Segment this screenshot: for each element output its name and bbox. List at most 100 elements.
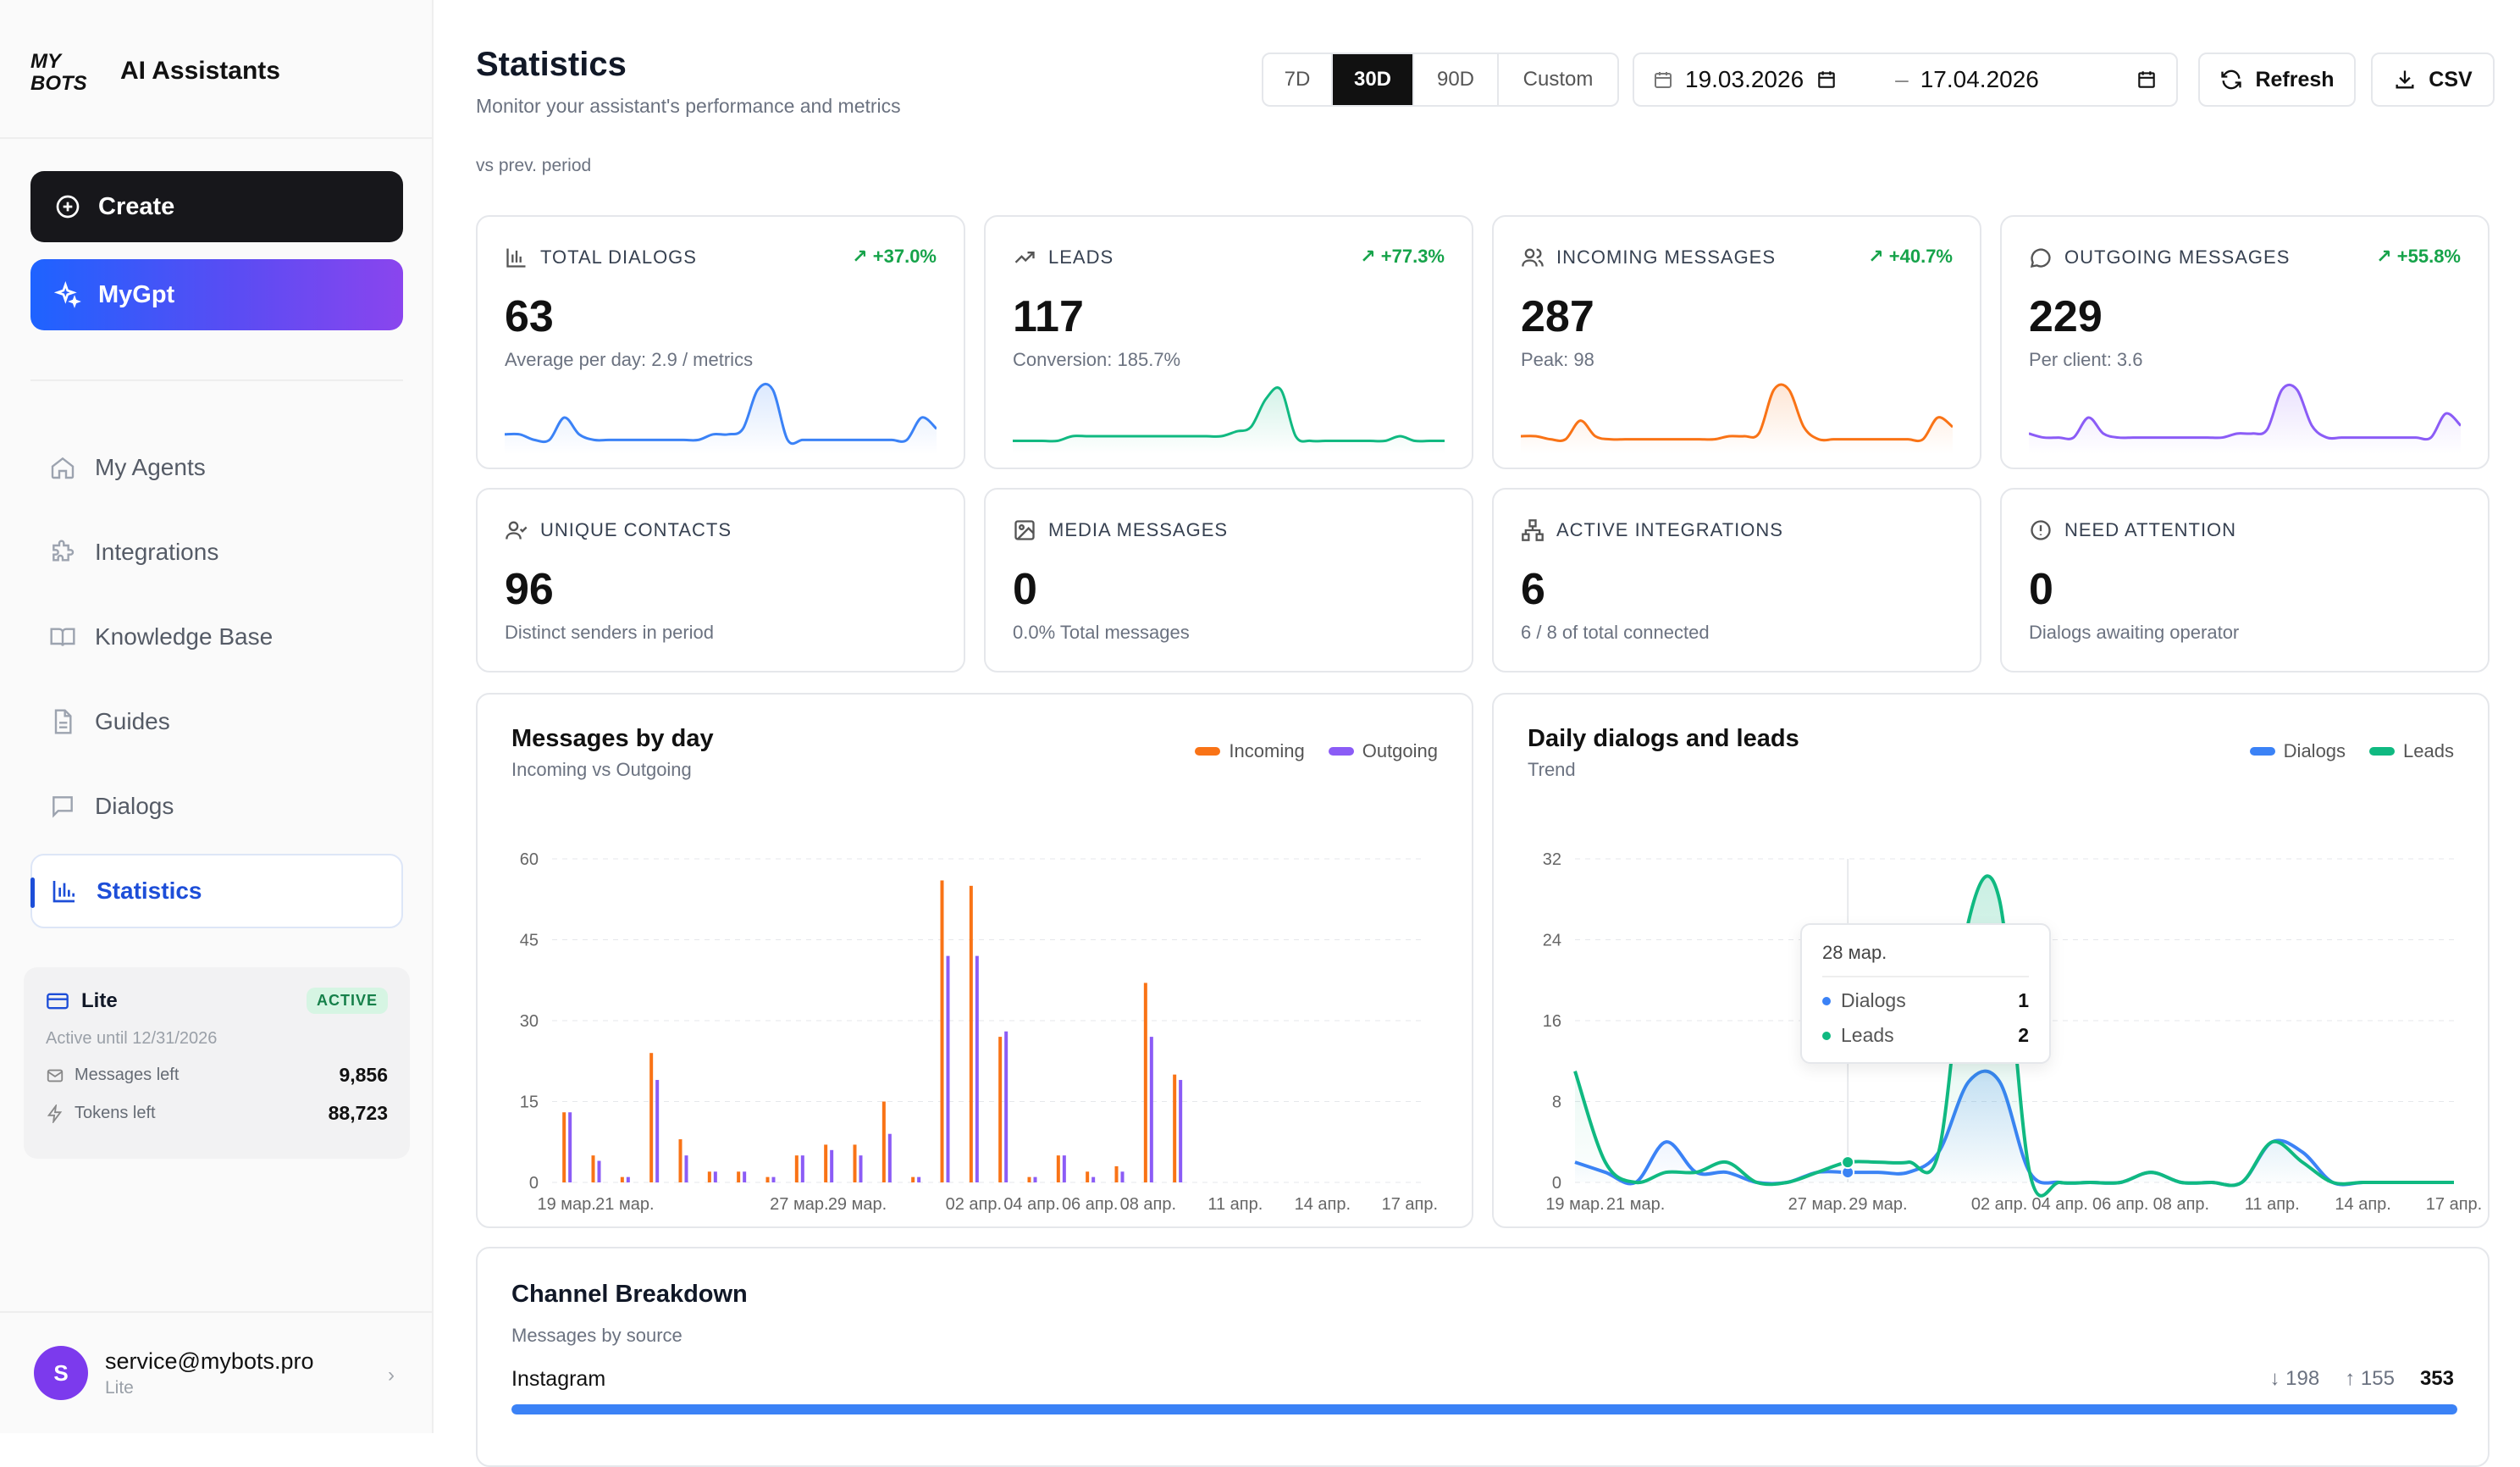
messages-left-label: Messages left (75, 1066, 180, 1084)
channel-name: Instagram (511, 1367, 606, 1391)
kpi-value: 287 (1521, 292, 1594, 341)
kpi-note: Distinct senders in period (505, 622, 715, 643)
svg-text:BOTS: BOTS (30, 72, 87, 93)
chart-tooltip: 28 мар. Dialogs 1 Leads 2 (1800, 923, 2051, 1064)
credit-card-icon (47, 993, 69, 1009)
chart-title: Messages by day (511, 725, 714, 752)
mygpt-label: MyGpt (98, 280, 175, 308)
refresh-button[interactable]: Refresh (2198, 53, 2356, 107)
legend-item-dialogs[interactable]: Dialogs (2249, 740, 2346, 762)
bar-outgoing (1062, 1155, 1066, 1182)
date-separator: – (1895, 66, 1909, 92)
user-menu[interactable]: S service@mybots.pro Lite › (0, 1311, 434, 1433)
line-leads (1573, 874, 2454, 1198)
avatar: S (34, 1346, 88, 1400)
kpi-delta: ↗ +55.8% (2376, 246, 2461, 267)
sidebar-item-dialogs[interactable]: Dialogs (30, 769, 403, 844)
sidebar-item-label: Guides (95, 708, 170, 734)
bar-outgoing (1033, 1176, 1037, 1182)
brand[interactable]: MY BOTS AI Assistants (30, 47, 280, 95)
sparkline (2029, 383, 2461, 454)
sparkline-line (1013, 386, 1445, 443)
sidebar-item-guides[interactable]: Guides (30, 684, 403, 759)
bar-incoming (591, 1155, 595, 1182)
y-tick-label: 0 (1552, 1174, 1561, 1193)
sidebar-item-statistics[interactable]: Statistics (30, 854, 403, 928)
kpi-note: Average per day: 2.9 / metrics (505, 349, 754, 370)
x-tick-label: 02 апр. (1971, 1195, 2027, 1214)
mybots-logo: MY BOTS (30, 50, 87, 93)
x-tick-label: 11 апр. (2245, 1195, 2300, 1214)
channel-progress-fill (511, 1404, 2457, 1414)
refresh-label: Refresh (2255, 67, 2335, 91)
sidebar-divider (30, 379, 403, 381)
x-tick-label: 29 мар. (828, 1195, 887, 1214)
legend-item-incoming[interactable]: Incoming (1195, 740, 1305, 762)
x-tick-label: 27 мар. (770, 1195, 828, 1214)
x-tick-label: 19 мар. (537, 1195, 595, 1214)
sidebar-item-my-agents[interactable]: My Agents (30, 430, 403, 505)
date-to-field[interactable]: 17.04.2026 (1920, 66, 2039, 92)
bar-chart-icon (52, 881, 75, 903)
x-tick-label: 19 мар. (1545, 1195, 1604, 1214)
plan-active-until: Active until 12/31/2026 (46, 1029, 218, 1048)
channel-progress-bar (511, 1404, 2457, 1414)
section-title: Channel Breakdown (511, 1281, 748, 1308)
users-icon (1522, 248, 1544, 267)
calendar-icon (1655, 72, 1672, 88)
kpi-label: LEADS (1048, 246, 1114, 268)
kpi-label: NEED ATTENTION (2064, 519, 2237, 540)
y-tick-label: 45 (520, 932, 539, 950)
x-tick-label: 04 апр. (1003, 1195, 1059, 1214)
kpi-note: Per client: 3.6 (2029, 349, 2143, 370)
create-label: Create (98, 192, 175, 220)
y-tick-label: 16 (1543, 1012, 1561, 1031)
y-tick-label: 24 (1543, 932, 1561, 950)
period-30d[interactable]: 30D (1333, 54, 1414, 105)
trend-up-icon (1014, 252, 1035, 263)
calendar-icon[interactable] (2136, 69, 2158, 91)
sidebar-item-knowledge-base[interactable]: Knowledge Base (30, 600, 403, 674)
x-tick-label: 21 мар. (595, 1195, 654, 1214)
sidebar-item-integrations[interactable]: Integrations (30, 515, 403, 590)
kpi-label: OUTGOING MESSAGES (2064, 246, 2291, 268)
bar-outgoing (946, 955, 950, 1182)
mygpt-button[interactable]: MyGpt (30, 259, 403, 330)
tooltip-label: Leads (1841, 1024, 1894, 1046)
period-custom[interactable]: Custom (1522, 68, 1594, 91)
sidebar-divider (0, 137, 434, 139)
bar-outgoing (684, 1155, 688, 1182)
x-tick-label: 29 мар. (1849, 1195, 1907, 1214)
sidebar-item-label: Dialogs (95, 793, 174, 819)
sparkline (1013, 386, 1445, 454)
legend-item-leads[interactable]: Leads (2369, 740, 2454, 762)
calendar-icon[interactable] (1815, 69, 1838, 91)
kpi-value: 229 (2029, 292, 2103, 341)
sidebar: MY BOTS AI Assistants Create MyGpt My Ag… (0, 0, 434, 1433)
date-range-picker: 19.03.2026 – 17.04.2026 (1633, 53, 2178, 107)
csv-export-button[interactable]: CSV (2371, 53, 2495, 107)
plan-tokens-row: Tokens left 88,723 (46, 1102, 388, 1125)
messages-by-day-card: Messages by day Incoming vs Outgoing Inc… (476, 693, 1473, 1228)
kpi-card-active-integrations: ACTIVE INTEGRATIONS 6 6 / 8 of total con… (1492, 488, 1981, 673)
period-90d[interactable]: 90D (1414, 54, 1499, 105)
channel-stats: ↓ 198 ↑ 155 353 (2270, 1367, 2454, 1391)
bar-incoming (1173, 1074, 1177, 1182)
tooltip-value: 1 (2018, 989, 2029, 1011)
y-tick-label: 30 (520, 1012, 539, 1031)
plan-messages-row: Messages left 9,856 (46, 1064, 388, 1087)
x-tick-label: 02 апр. (946, 1195, 1002, 1214)
date-from-field[interactable]: 19.03.2026 (1685, 66, 1804, 92)
refresh-icon (2221, 69, 2242, 90)
period-7d[interactable]: 7D (1263, 54, 1333, 105)
image-icon (1014, 520, 1035, 540)
book-icon (50, 628, 75, 646)
status-badge: ACTIVE (306, 988, 388, 1014)
bar-outgoing (713, 1171, 717, 1182)
csv-label: CSV (2429, 67, 2473, 91)
channel-incoming: ↓ 198 (2269, 1367, 2320, 1390)
bar-outgoing (1091, 1176, 1096, 1182)
sparkline-line (505, 382, 937, 446)
create-button[interactable]: Create (30, 171, 403, 242)
legend-item-outgoing[interactable]: Outgoing (1328, 740, 1438, 762)
